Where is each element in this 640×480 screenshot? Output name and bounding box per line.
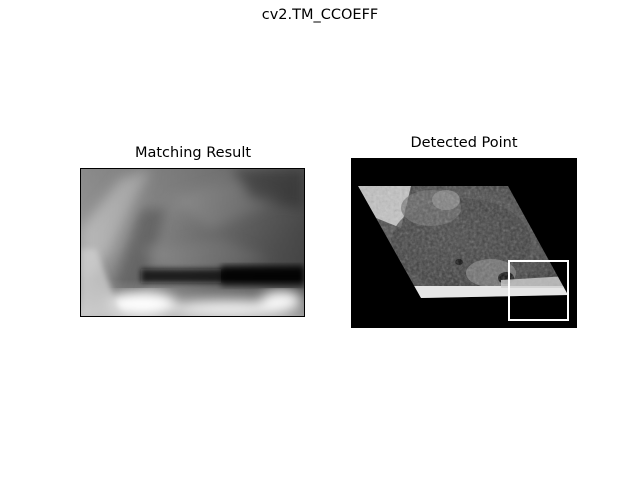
detected-point-image — [351, 158, 577, 328]
matching-heatmap — [81, 169, 304, 316]
matching-result-title: Matching Result — [134, 145, 252, 161]
matching-result-image — [80, 168, 305, 317]
detection-box — [508, 260, 569, 321]
bear-image — [351, 158, 577, 328]
figure-title: cv2.TM_CCOEFF — [261, 7, 379, 23]
detected-point-title: Detected Point — [410, 135, 518, 151]
